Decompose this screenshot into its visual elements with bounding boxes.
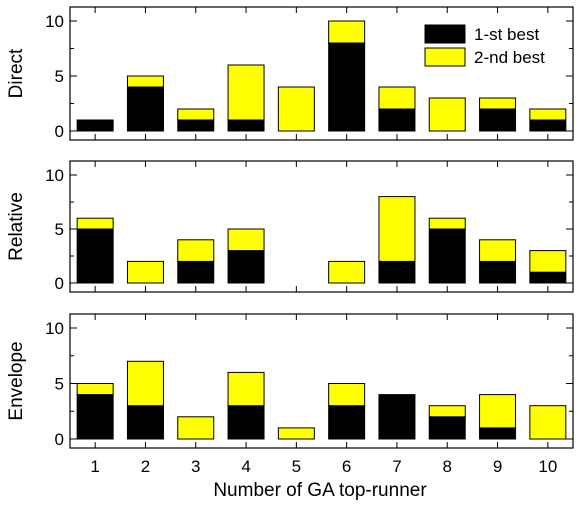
bar-second-best-1: [76, 383, 114, 396]
bar-first-best-8: [428, 416, 466, 440]
bar-second-best-8: [428, 217, 466, 230]
panel-frame: [69, 313, 574, 449]
x-tick-label: 5: [292, 457, 301, 476]
bar-first-best-4: [227, 250, 265, 284]
bar-second-best-8: [428, 405, 466, 418]
legend-label-first: 1-st best: [474, 25, 539, 44]
x-tick-label: 1: [90, 457, 99, 476]
bar-second-best-1: [76, 217, 114, 230]
bar-second-best-4: [227, 64, 265, 121]
bar-first-best-3: [177, 119, 215, 132]
y-tick-label: 0: [55, 274, 64, 293]
bar-first-best-3: [177, 260, 215, 284]
panel-2: 0 5 10 Relative: [6, 160, 574, 293]
chart-legend: 1-st best 2-nd best: [424, 24, 545, 67]
bar-first-best-2: [126, 86, 164, 132]
bar-second-best-3: [177, 108, 215, 121]
x-tick-label: 9: [493, 457, 502, 476]
bar-second-best-3: [177, 416, 215, 440]
y-tick-label: 0: [55, 430, 64, 449]
bar-first-best-4: [227, 119, 265, 132]
y-axis-title-relative: Relative: [6, 192, 27, 261]
y-tick-label: 10: [45, 166, 64, 185]
x-tick-label: 3: [191, 457, 200, 476]
panel-frame: [69, 160, 574, 293]
legend-swatch-first: [424, 24, 466, 44]
bar-second-best-9: [479, 394, 517, 429]
y-tick-label: 10: [45, 319, 64, 338]
bar-first-best-9: [479, 108, 517, 132]
bar-first-best-6: [328, 405, 366, 440]
bar-second-best-9: [479, 239, 517, 262]
x-tick-label: 7: [392, 457, 401, 476]
bar-second-best-9: [479, 97, 517, 110]
bar-first-best-10: [529, 271, 567, 284]
bar-second-best-5: [277, 427, 315, 440]
bar-second-best-4: [227, 371, 265, 407]
bar-first-best-10: [529, 119, 567, 132]
y-axis-title-direct: Direct: [6, 48, 27, 98]
bar-second-best-3: [177, 239, 215, 262]
bar-first-best-7: [378, 394, 416, 440]
y-tick-label: 5: [55, 67, 64, 86]
bar-second-best-2: [126, 260, 164, 284]
panel-1: 0 5 10 Direct: [6, 6, 574, 141]
bar-second-best-7: [378, 196, 416, 262]
bar-first-best-9: [479, 427, 517, 440]
y-tick-label: 10: [45, 12, 64, 31]
legend-label-second: 2-nd best: [474, 48, 545, 67]
legend-swatch-second: [424, 47, 466, 67]
bar-second-best-6: [328, 20, 366, 44]
bar-second-best-6: [328, 383, 366, 407]
x-tick-label: 2: [141, 457, 150, 476]
bar-first-best-7: [378, 108, 416, 132]
bar-first-best-6: [328, 42, 366, 132]
bar-first-best-2: [126, 405, 164, 440]
bar-second-best-4: [227, 228, 265, 252]
chart-panels: 0 5 10 Direct 0 5 10 Relative 0 5 10 Envelope 1 2 3 4 5 6…: [6, 6, 574, 476]
bar-first-best-1: [76, 394, 114, 440]
bar-first-best-9: [479, 260, 517, 284]
x-tick-label: 4: [241, 457, 250, 476]
y-axis-title-envelope: Envelope: [6, 341, 27, 420]
bar-second-best-10: [529, 405, 567, 440]
bar-first-best-4: [227, 405, 265, 440]
bar-second-best-2: [126, 360, 164, 407]
bar-first-best-8: [428, 228, 466, 284]
bar-second-best-7: [378, 86, 416, 110]
bar-first-best-1: [76, 119, 114, 132]
bar-first-best-7: [378, 260, 416, 284]
y-tick-label: 5: [55, 220, 64, 239]
bar-second-best-5: [277, 86, 315, 132]
bar-second-best-10: [529, 250, 567, 273]
bar-second-best-2: [126, 75, 164, 88]
x-axis-title: Number of GA top-runner: [213, 480, 427, 501]
x-tick-label: 8: [443, 457, 452, 476]
bar-second-best-6: [328, 260, 366, 284]
y-tick-label: 5: [55, 375, 64, 394]
x-tick-label: 10: [538, 457, 557, 476]
panel-3: 0 5 10 Envelope 1 2 3 4 5 6 7 8 9 10: [6, 313, 574, 476]
bar-second-best-8: [428, 97, 466, 132]
bar-first-best-1: [76, 228, 114, 284]
y-tick-label: 0: [55, 122, 64, 141]
panel-frame: [69, 6, 574, 141]
bar-second-best-10: [529, 108, 567, 121]
x-tick-label: 6: [342, 457, 351, 476]
